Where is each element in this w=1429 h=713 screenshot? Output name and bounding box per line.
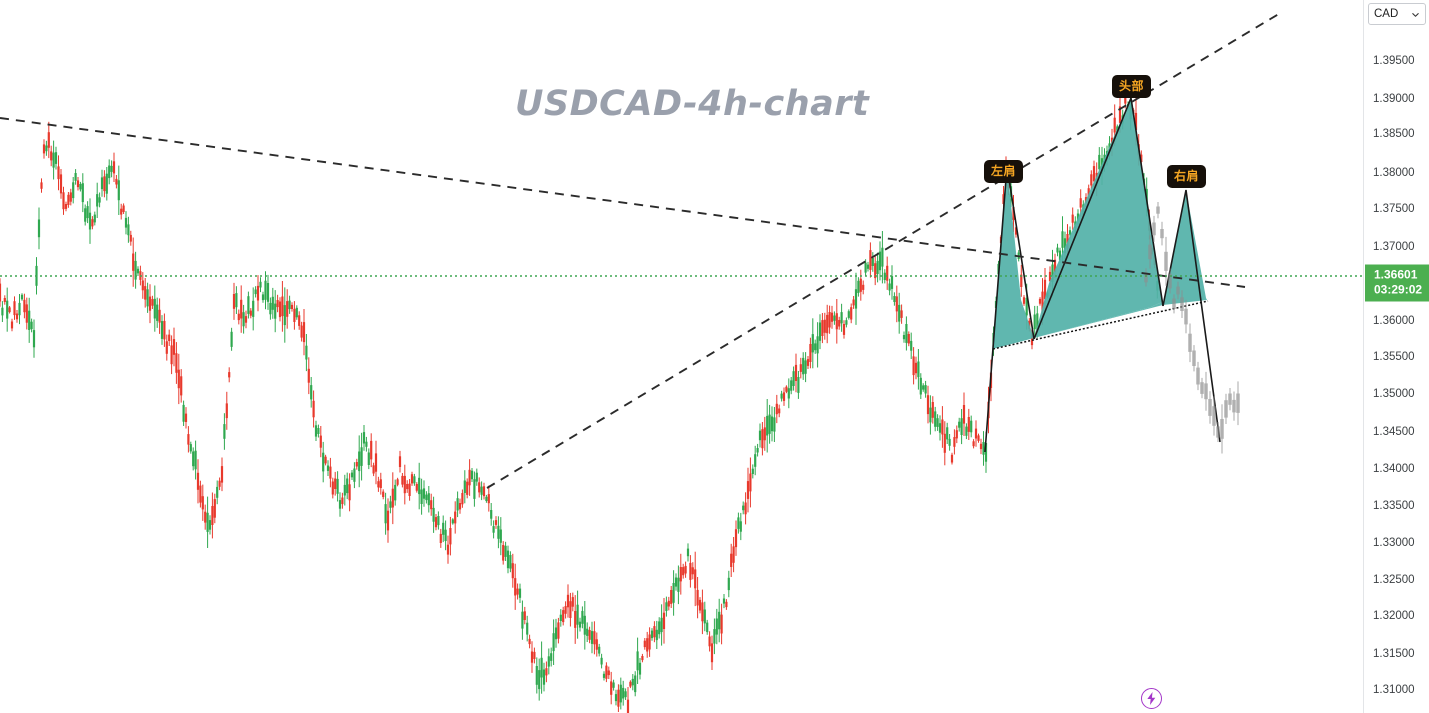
pattern-outline-right	[1162, 189, 1221, 443]
candlestick-series	[0, 91, 1159, 713]
current-price-badge[interactable]: 1.36601 03:29:02	[1365, 264, 1429, 302]
annotation-right-shoulder[interactable]: 右肩	[1167, 165, 1207, 188]
pattern-outline-head	[1033, 94, 1164, 340]
price-axis-tick: 1.33500	[1373, 500, 1415, 512]
price-axis-tick: 1.31500	[1373, 648, 1415, 660]
pattern-head-fill	[1034, 98, 1162, 338]
head-and-shoulders-pattern	[984, 94, 1221, 453]
price-axis-tick: 1.38000	[1373, 167, 1415, 179]
price-chart-canvas	[0, 11, 1363, 713]
price-axis-tick: 1.34500	[1373, 426, 1415, 438]
price-axis-tick: 1.39000	[1373, 93, 1415, 105]
currency-select[interactable]: CAD	[1368, 3, 1426, 25]
price-axis-panel: CAD 1.39500 1.39000 1.38500 1.38000 1.37500 1…	[1363, 0, 1429, 713]
chevron-down-icon	[1412, 12, 1419, 17]
price-axis-tick: 1.33000	[1373, 537, 1415, 549]
price-axis-tick: 1.35000	[1373, 388, 1415, 400]
price-axis-tick: 1.38500	[1373, 128, 1415, 140]
price-axis-tick: 1.35500	[1373, 351, 1415, 363]
projected-candles-series	[1144, 202, 1240, 454]
price-axis-tick: 1.37000	[1373, 241, 1415, 253]
current-price-value: 1.36601	[1374, 267, 1418, 282]
trendline-descending-resistance[interactable]	[0, 117, 1246, 288]
price-axis-tick: 1.32500	[1373, 574, 1415, 586]
price-axis-tick: 1.37500	[1373, 203, 1415, 215]
price-axis-tick: 1.36000	[1373, 315, 1415, 327]
currency-select-value: CAD	[1374, 8, 1399, 20]
lightning-bolt-icon[interactable]	[1141, 688, 1162, 709]
annotation-head[interactable]: 头部	[1112, 75, 1152, 98]
lightning-bolt-glyph	[1147, 692, 1156, 705]
price-axis-tick: 1.31000	[1373, 684, 1415, 696]
price-axis-tick: 1.39500	[1373, 55, 1415, 67]
trendline-ascending-support[interactable]	[486, 11, 1283, 489]
price-axis-tick: 1.32000	[1373, 610, 1415, 622]
pattern-left-shoulder-fill	[993, 166, 1034, 349]
candle-countdown-timer: 03:29:02	[1374, 282, 1423, 297]
annotation-left-shoulder[interactable]: 左肩	[984, 160, 1024, 183]
pattern-neckline	[992, 300, 1209, 350]
chart-plot-area[interactable]: USDCAD-4h-chart 左肩 头部 右肩	[0, 0, 1363, 713]
price-axis-tick: 1.34000	[1373, 463, 1415, 475]
